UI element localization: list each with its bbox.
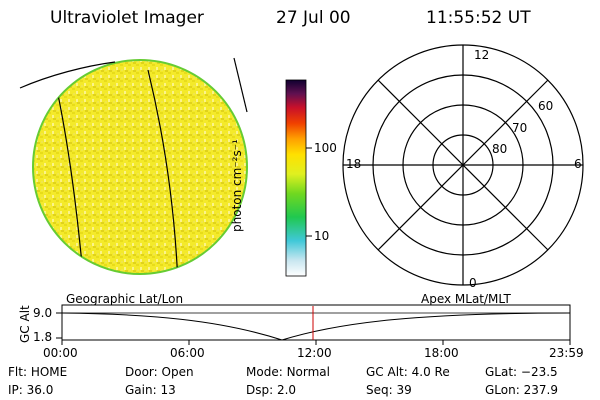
timeline-left-title: Geographic Lat/Lon — [66, 292, 184, 306]
limb-line — [233, 57, 248, 113]
timeline-y-tick-1-8: 1.8 — [33, 330, 53, 344]
longitude-line — [147, 69, 179, 274]
color-bar — [285, 79, 312, 277]
info-glat: GLat: −23.5 — [485, 365, 558, 379]
info-glon: GLon: 237.9 — [485, 383, 558, 397]
mlt-label-0: 0 — [469, 276, 477, 290]
timeline-x-tick-0600: 06:00 — [170, 346, 205, 360]
info-gain: Gain: 13 — [125, 383, 176, 397]
timeline-x-tick-2359: 23:59 — [549, 346, 584, 360]
date-label: 27 Jul 00 — [276, 8, 351, 28]
colorbar-unit-label: photon cm⁻²s⁻¹ — [230, 139, 244, 232]
polar-grid — [342, 44, 584, 286]
timeline-y-tick-9: 9.0 — [33, 306, 53, 320]
timeline-x-tick-1200: 12:00 — [297, 346, 332, 360]
timeline-y-label: GC Alt — [18, 305, 32, 343]
mlt-label-12: 12 — [474, 48, 490, 62]
lat-label-60: 60 — [538, 99, 554, 113]
info-flt: Flt: HOME — [8, 365, 68, 379]
colorbar-tick-100: 100 — [314, 141, 337, 155]
lat-label-80: 80 — [492, 142, 508, 156]
lat-label-70: 70 — [512, 121, 528, 135]
info-seq: Seq: 39 — [366, 383, 412, 397]
info-door: Door: Open — [125, 365, 194, 379]
instrument-title: Ultraviolet Imager — [50, 8, 204, 28]
timeline-right-title: Apex MLat/MLT — [421, 292, 511, 306]
time-label: 11:55:52 UT — [426, 8, 531, 28]
timeline-x-tick-1800: 18:00 — [424, 346, 459, 360]
info-gc-alt: GC Alt: 4.0 Re — [366, 365, 450, 379]
mlt-label-18: 18 — [346, 157, 362, 171]
info-mode: Mode: Normal — [246, 365, 330, 379]
latitude-line — [19, 61, 116, 89]
mlt-label-6: 6 — [574, 157, 582, 171]
colorbar-tick-10: 10 — [314, 229, 330, 243]
timeline-panel — [56, 304, 571, 345]
info-dsp: Dsp: 2.0 — [246, 383, 297, 397]
uv-image-disk — [19, 57, 248, 275]
timeline-x-tick-0000: 00:00 — [43, 346, 78, 360]
info-ip: IP: 36.0 — [8, 383, 54, 397]
